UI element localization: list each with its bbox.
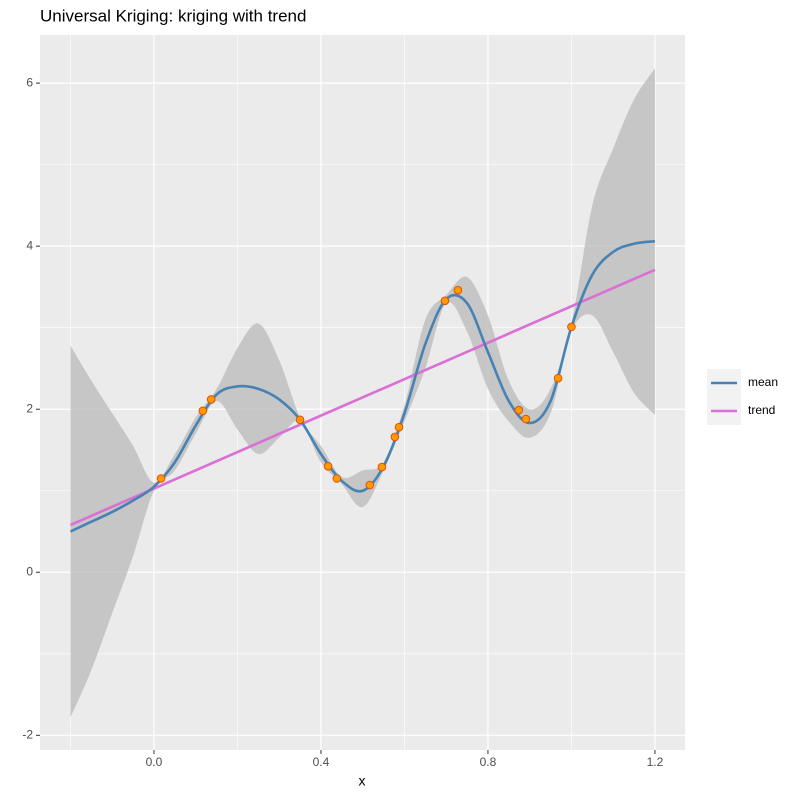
observation-point [365, 480, 375, 490]
panel [40, 35, 685, 750]
y-tick-label: -2 [22, 727, 33, 741]
x-axis-label: x [359, 773, 366, 789]
observation-point [323, 461, 333, 471]
x-tick-label: 0.0 [146, 755, 163, 769]
observation-point [156, 474, 166, 483]
y-tick-label: 0 [26, 564, 33, 578]
chart-title: Universal Kriging: kriging with trend [40, 6, 306, 25]
y-tick-label: 4 [26, 238, 33, 252]
legend-label: mean [748, 375, 778, 389]
y-tick-label: 6 [26, 75, 33, 89]
line-1 [69, 268, 656, 527]
x-tick-label: 1.2 [647, 755, 664, 769]
observation-point [453, 285, 463, 295]
legend-label: trend [748, 403, 775, 417]
observation-point [553, 373, 563, 383]
observation-point [440, 296, 450, 306]
observation-point [514, 405, 524, 415]
observation-point [390, 432, 400, 442]
observation-point [377, 462, 387, 472]
observation-point [206, 395, 216, 404]
observation-point [394, 422, 404, 432]
y-tick-label: 2 [26, 401, 33, 415]
observation-point [198, 406, 208, 416]
x-tick-label: 0.4 [313, 755, 330, 769]
observation-point [332, 474, 342, 483]
observation-point [295, 415, 305, 425]
observation-point [567, 322, 576, 332]
x-tick-label: 0.8 [480, 755, 497, 769]
observation-point [521, 414, 531, 424]
